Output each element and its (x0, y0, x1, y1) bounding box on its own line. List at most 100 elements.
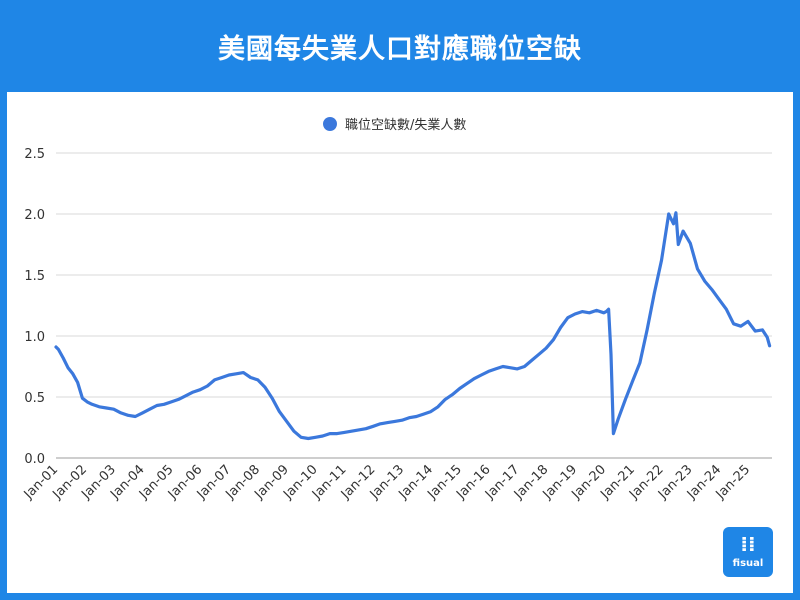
data-point (387, 422, 389, 424)
data-point (704, 280, 706, 282)
data-point (682, 230, 684, 232)
logo-text: fisual (732, 558, 764, 569)
data-point (524, 366, 526, 368)
data-point (257, 379, 259, 381)
data-point (329, 433, 331, 435)
data-point (589, 312, 591, 314)
data-point (271, 397, 273, 399)
data-point (646, 329, 648, 331)
data-point (149, 408, 151, 410)
data-point (408, 417, 410, 419)
data-point (625, 399, 627, 401)
data-point (608, 308, 610, 310)
data-point (142, 412, 144, 414)
plot-area (54, 211, 772, 441)
data-point (401, 419, 403, 421)
data-point (91, 404, 93, 406)
data-point (466, 383, 468, 385)
data-point (372, 426, 374, 428)
data-point (72, 373, 74, 375)
data-point (127, 415, 129, 417)
data-point (605, 311, 607, 313)
data-point (55, 346, 57, 348)
y-tick-label: 2.0 (24, 208, 45, 223)
data-point (769, 345, 771, 347)
data-point (567, 317, 569, 319)
data-point (365, 428, 367, 430)
y-axis-tick-labels: 0.0 0.5 1.0 1.5 2.0 2.5 (24, 147, 45, 467)
data-point (185, 395, 187, 397)
data-point (322, 435, 324, 437)
data-point (553, 339, 555, 341)
data-point (98, 406, 100, 408)
data-point (178, 399, 180, 401)
y-tick-label: 0.5 (24, 391, 45, 406)
data-point (156, 405, 158, 407)
data-point (358, 429, 360, 431)
data-point (733, 323, 735, 325)
data-point (300, 437, 302, 439)
data-point (163, 404, 165, 406)
data-point (62, 357, 64, 359)
y-tick-label: 0.0 (24, 452, 45, 467)
data-point (308, 438, 310, 440)
data-point (351, 430, 353, 432)
data-point (632, 380, 634, 382)
data-point (113, 408, 115, 410)
data-point (106, 407, 108, 409)
data-point (380, 423, 382, 425)
data-point (228, 374, 230, 376)
y-tick-label: 1.5 (24, 269, 45, 284)
data-point (235, 373, 237, 375)
series-line (54, 211, 772, 441)
data-point (509, 367, 511, 369)
data-point (279, 411, 281, 413)
data-point (531, 360, 533, 362)
data-point (678, 244, 680, 246)
data-point (668, 213, 670, 215)
data-point (221, 377, 223, 379)
data-point (617, 418, 619, 420)
logo-glyph-icon: ⁞⁞ (740, 532, 756, 556)
data-point (502, 366, 504, 368)
data-point (423, 413, 425, 415)
legend: 職位空缺數/失業人數 (323, 117, 466, 133)
data-point (740, 325, 742, 327)
data-point (481, 374, 483, 376)
data-point (581, 311, 583, 313)
data-point (199, 389, 201, 391)
data-point (538, 354, 540, 356)
data-point (207, 385, 209, 387)
legend-marker (323, 117, 337, 131)
data-point (452, 394, 454, 396)
data-point (711, 289, 713, 291)
data-point (171, 401, 173, 403)
data-point (545, 347, 547, 349)
data-point (473, 378, 475, 380)
fisual-logo: ⁞⁞ fisual (723, 527, 773, 577)
data-point (690, 243, 692, 245)
data-point (495, 368, 497, 370)
chart-panel (7, 92, 793, 593)
y-tick-label: 1.0 (24, 330, 45, 345)
data-point (517, 368, 519, 370)
data-point (315, 437, 317, 439)
data-point (673, 223, 675, 225)
data-point (293, 430, 295, 432)
data-point (250, 377, 252, 379)
data-point (437, 406, 439, 408)
data-point (488, 371, 490, 373)
data-point (77, 382, 79, 384)
legend-label: 職位空缺數/失業人數 (345, 117, 466, 133)
data-point (754, 330, 756, 332)
data-point (726, 308, 728, 310)
data-point (610, 354, 612, 356)
data-point (747, 321, 749, 323)
data-point (394, 421, 396, 423)
data-point (762, 329, 764, 331)
data-point (344, 432, 346, 434)
data-point (416, 416, 418, 418)
data-point (286, 421, 288, 423)
